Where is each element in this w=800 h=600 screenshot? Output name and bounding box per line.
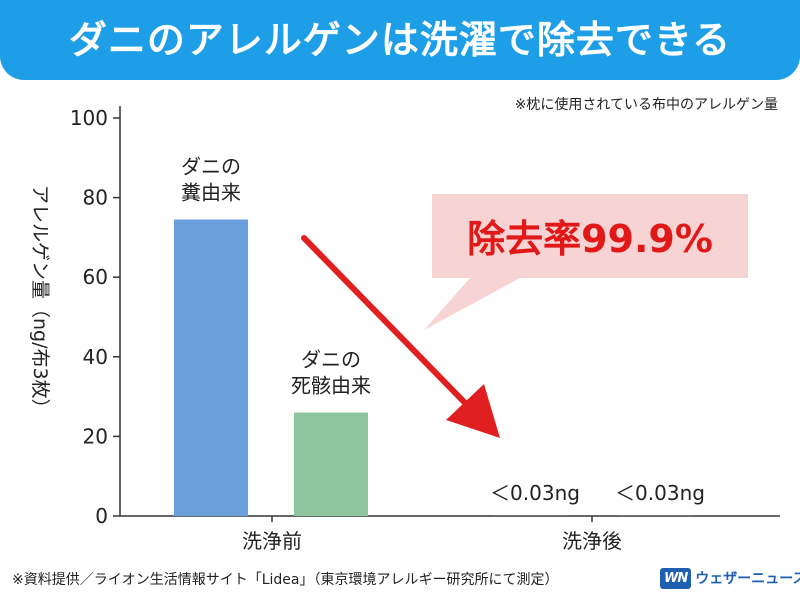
y-tick-label: 40: [83, 345, 108, 369]
data-label: ＜0.03ng: [490, 481, 580, 505]
decrease-arrow-shaft: [301, 235, 473, 411]
series-label: ダニの: [301, 348, 361, 372]
callout-text: 除去率99.9%: [467, 217, 713, 261]
series-label: ダニの: [181, 154, 241, 178]
data-label: ＜0.03ng: [615, 481, 705, 505]
series-label: 死骸由来: [291, 374, 371, 398]
decrease-arrow-head: [446, 384, 500, 438]
y-tick-label: 20: [83, 424, 108, 448]
bar: [294, 412, 368, 516]
logo-text: ウェザーニュース: [695, 571, 800, 587]
y-axis-label: アレルゲン量（ng/布3枚）: [29, 185, 51, 418]
y-tick-label: 60: [83, 265, 108, 289]
x-tick-label: 洗浄後: [562, 529, 622, 553]
x-tick-label: 洗浄前: [242, 529, 302, 553]
source-note: ※資料提供／ライオン生活情報サイト「Lidea」（東京環境アレルギー研究所にて測…: [12, 572, 559, 588]
measurement-note: ※枕に使用されている布中のアレルゲン量: [514, 97, 778, 113]
header-banner: ダニのアレルゲンは洗濯で除去できる: [0, 0, 800, 80]
logo-mark: WN: [660, 567, 692, 589]
bar-chart: 0 20 40 60 80 100 アレルゲン量（ng/布3枚） 洗浄前 洗浄後 ＜0.03ng ダ…: [29, 106, 780, 553]
bar: [174, 219, 248, 517]
page-title: ダニのアレルゲンは洗濯で除去できる: [68, 18, 732, 62]
weathernews-logo: WN ウェザーニュース: [660, 565, 800, 591]
y-tick-label: 100: [70, 106, 108, 130]
y-tick-label: 80: [83, 186, 108, 210]
y-tick-label: 0: [95, 504, 108, 528]
callout-bubble: [424, 194, 748, 330]
series-label: 糞由来: [181, 180, 241, 204]
